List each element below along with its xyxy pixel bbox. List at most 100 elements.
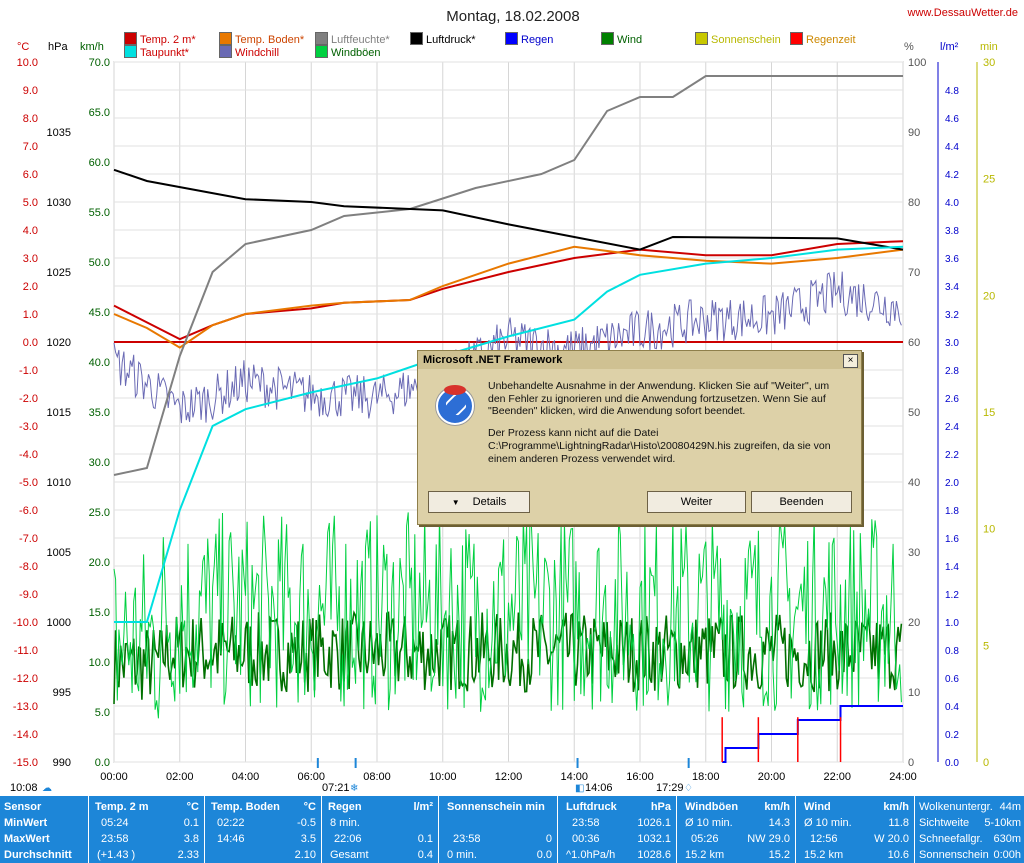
legend-label: Temp. Boden* xyxy=(235,34,305,46)
tick-lm2: 2.8 xyxy=(945,366,959,377)
tick-lm2: 3.2 xyxy=(945,310,959,321)
tick-lm2: 3.8 xyxy=(945,226,959,237)
statistics-table: Sensor MinWert MaxWert Durchschnitt Temp… xyxy=(0,796,1024,863)
sonne-total: 0.0 xyxy=(536,849,552,861)
website-label: www.DessauWetter.de xyxy=(907,7,1018,19)
wind-column: Wind km/h Ø 10 min. 11.8 12:56 W 20.0 15… xyxy=(796,796,915,863)
boeen-column: Windböen km/h Ø 10 min. 14.3 05:26 NW 29… xyxy=(677,796,796,863)
tick-temp: 4.0 xyxy=(23,225,38,237)
regen-period: 8 min. xyxy=(330,817,360,829)
tick-temp: 8.0 xyxy=(23,113,38,125)
error-dialog: Microsoft .NET Framework × Unbehandelte … xyxy=(417,350,862,525)
close-icon[interactable]: × xyxy=(843,354,858,368)
regen-total: 0.4 xyxy=(417,849,433,861)
legend-label: Temp. 2 m* xyxy=(140,34,196,46)
tick-temp: 6.0 xyxy=(23,169,38,181)
tick-lm2: 4.4 xyxy=(945,142,959,153)
legend-label: Taupunkt* xyxy=(140,47,189,59)
tick-x: 20:00 xyxy=(758,771,786,783)
tick-pct: 10 xyxy=(908,687,920,699)
tick-pct: 90 xyxy=(908,127,920,139)
tick-temp: -1.0 xyxy=(19,365,38,377)
tick-temp: -12.0 xyxy=(13,673,38,685)
wind-avg10: 11.8 xyxy=(888,817,909,829)
luftdruck-unit: hPa xyxy=(650,801,671,813)
legend-item: Temp. 2 m* xyxy=(124,32,196,46)
boeen-km: 15.2 km xyxy=(685,849,725,861)
legend-item: Luftdruck* xyxy=(410,32,476,46)
avg-label: Durchschnitt xyxy=(4,849,72,861)
legend-label: Regen xyxy=(521,34,554,46)
tick-temp: -11.0 xyxy=(14,645,38,657)
sonne-extra-value: 0:00h xyxy=(993,849,1021,861)
luftdruck-avg: 1028.6 xyxy=(637,849,671,861)
luftdruck-min-time: 23:58 xyxy=(572,817,600,829)
tick-x: 08:00 xyxy=(363,771,391,783)
temp2m-trend: (+1.43 ) xyxy=(97,849,136,861)
moonset-label: 14:06 xyxy=(585,782,613,794)
tick-x: 10:00 xyxy=(429,771,457,783)
regen-total-label: Gesamt xyxy=(330,849,369,861)
tick-temp: -13.0 xyxy=(13,701,38,713)
luftdruck-max-time: 00:36 xyxy=(572,833,600,845)
sonne-total-label: 0 min. xyxy=(447,849,477,861)
tick-lm2: 2.0 xyxy=(945,478,959,489)
tick-hpa: 1035 xyxy=(47,127,71,139)
boeen-max: NW 29.0 xyxy=(747,833,790,845)
tick-hpa: 990 xyxy=(53,757,71,769)
tick-hpa: 1030 xyxy=(47,197,71,209)
tick-kmh: 45.0 xyxy=(89,307,110,319)
tick-lm2: 3.6 xyxy=(945,254,959,265)
extra-column: Wolkenuntergr. 44m Sichtweite 5-10km Sch… xyxy=(915,796,1024,863)
details-button[interactable]: ▼ Details xyxy=(428,491,530,513)
sonne-value: 0 xyxy=(545,833,552,845)
temp2m-min-time: 05:24 xyxy=(101,817,129,829)
legend-item: Windchill xyxy=(219,45,279,59)
series-luftfeuchte xyxy=(113,75,903,476)
tick-temp: 7.0 xyxy=(23,141,38,153)
tick-x: 00:00 xyxy=(100,771,128,783)
legend-swatch xyxy=(315,45,328,58)
tick-hpa: 1000 xyxy=(47,617,71,629)
tick-hpa: 1025 xyxy=(47,267,71,279)
tick-temp: 0.0 xyxy=(23,337,38,349)
series-luftdruck xyxy=(113,168,904,251)
tick-temp: -8.0 xyxy=(19,561,38,573)
quit-button[interactable]: Beenden xyxy=(751,491,852,513)
tick-min: 10 xyxy=(983,524,995,536)
tick-kmh: 25.0 xyxy=(89,507,110,519)
tick-lm2: 4.6 xyxy=(945,114,959,125)
legend-item: Temp. Boden* xyxy=(219,32,304,46)
tick-kmh: 10.0 xyxy=(89,657,110,669)
moonrise-label: 10:08 xyxy=(10,782,38,794)
boeen-period: Ø 10 min. xyxy=(685,817,733,829)
tick-pct: 0 xyxy=(908,757,914,769)
unit-hpa: hPa xyxy=(48,41,68,53)
cloud-icon: ☁ xyxy=(42,783,52,794)
sicht-label: Sichtweite xyxy=(919,817,970,829)
wolken-value: 44m xyxy=(999,801,1021,813)
tick-min: 30 xyxy=(983,57,995,69)
tick-lm2: 1.0 xyxy=(945,618,959,629)
legend-swatch xyxy=(505,32,518,45)
dialog-message-1: Unbehandelte Ausnahme in der Anwendung. … xyxy=(488,380,830,418)
snowflake-icon: ❄ xyxy=(350,783,358,794)
series-wind xyxy=(113,610,903,705)
legend-item: Luftfeuchte* xyxy=(315,32,390,46)
legend-swatch xyxy=(219,45,232,58)
unit-min: min xyxy=(980,41,998,53)
temp2m-column: Temp. 2 m °C 05:24 0.1 23:58 3.8 (+1.43 … xyxy=(89,796,205,863)
tick-x: 06:00 xyxy=(297,771,325,783)
tick-temp: -7.0 xyxy=(19,533,38,545)
tempboden-avg: 2.10 xyxy=(294,849,316,861)
legend-swatch xyxy=(219,32,232,45)
tick-kmh: 0.0 xyxy=(95,757,110,769)
tick-x: 16:00 xyxy=(626,771,654,783)
continue-button[interactable]: Weiter xyxy=(647,491,746,513)
tick-kmh: 70.0 xyxy=(89,57,110,69)
tick-temp: 1.0 xyxy=(23,309,38,321)
wind-avg: 10.6 xyxy=(887,849,909,861)
tick-temp: -2.0 xyxy=(19,393,38,405)
legend-swatch xyxy=(410,32,423,45)
wind-max: W 20.0 xyxy=(874,833,909,845)
